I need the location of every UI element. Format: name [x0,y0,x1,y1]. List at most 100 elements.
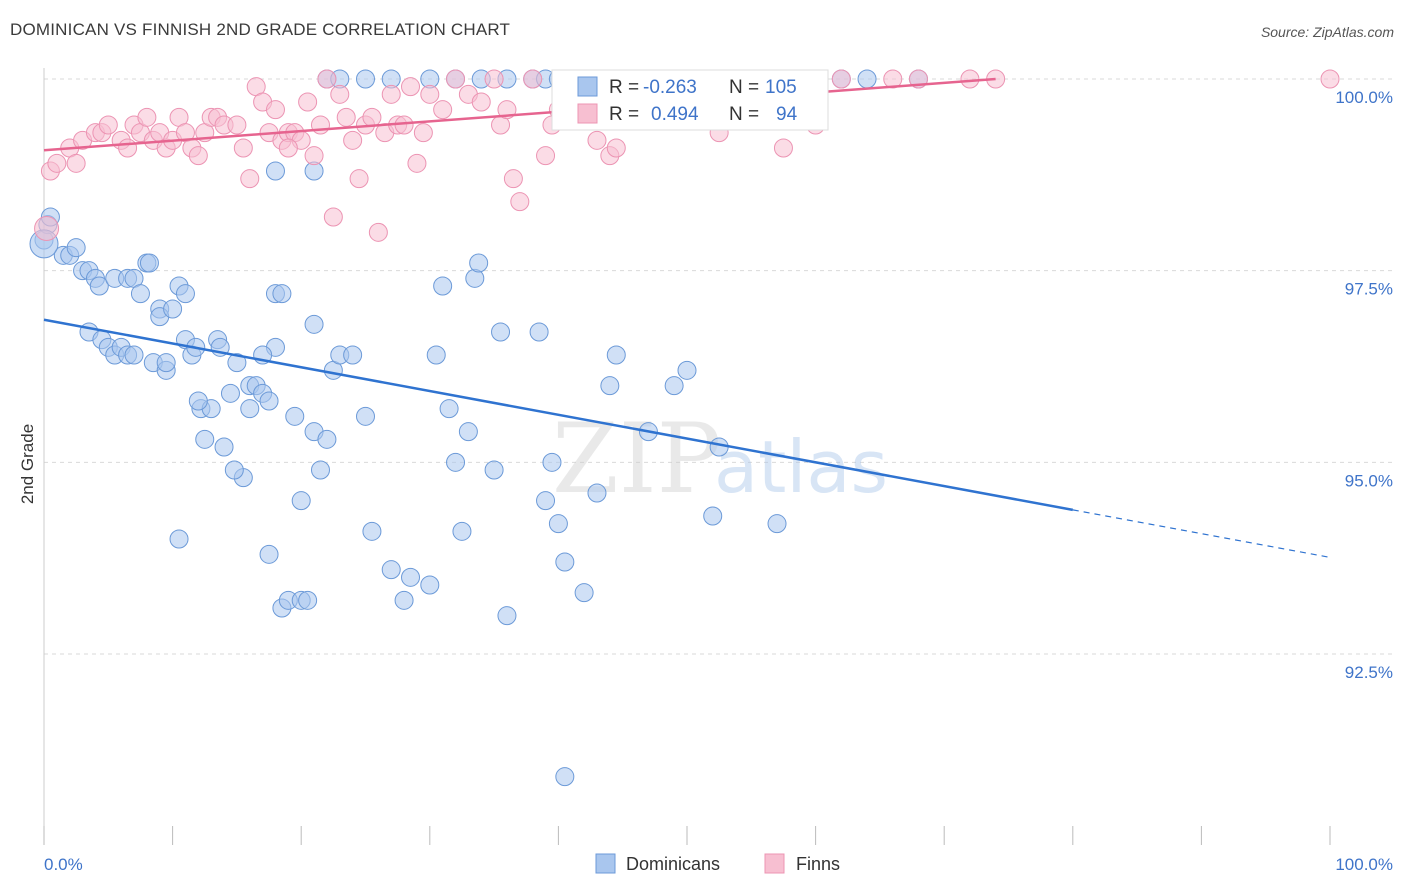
point-dominicans [446,452,466,472]
point-dominicans [362,521,382,541]
point-finns [278,138,298,158]
point-finns [484,69,504,89]
stats-swatch-finns [577,103,598,124]
x-tick-label-max: 100.0% [1335,855,1393,874]
legend-label-finns: Finns [796,854,840,874]
point-finns [381,84,401,104]
trendline-extension-dominicans [1072,509,1331,558]
point-dominicans [285,406,305,426]
point-dominicans [220,383,240,403]
point-finns [510,192,530,212]
y-axis-label: 2nd Grade [18,424,37,504]
y-tick-label: 100.0% [1335,88,1393,107]
point-finns [773,138,793,158]
point-dominicans [291,491,311,511]
trendlines [43,77,1331,558]
point-finns [47,153,67,173]
point-dominicans [214,437,234,457]
point-dominicans [163,299,183,319]
point-dominicans [188,391,208,411]
stats-box: R = -0.263 N = 105 R = 0.494 N = 94 [551,69,829,131]
point-finns [960,69,980,89]
point-dominicans [767,514,787,534]
y-tick-label: 92.5% [1345,663,1393,682]
source-label: Source: ZipAtlas.com [1260,24,1394,40]
y-tick-labels: 100.0% 97.5% 95.0% 92.5% [1335,88,1393,682]
point-dominicans [156,353,176,373]
point-dominicans [310,460,330,480]
watermark-zip: ZIP [552,403,721,515]
point-finns [298,92,318,112]
point-finns [606,138,626,158]
legend-swatch-dominicans [595,853,616,874]
point-finns [523,69,543,89]
trendline-finns [43,77,996,152]
point-dominicans [175,284,195,304]
point-finns [536,146,556,166]
legend-swatch-finns [764,853,785,874]
point-dominicans [227,353,247,373]
point-dominicans [420,575,440,595]
point-finns [265,100,285,120]
point-dominicans [356,69,375,89]
point-dominicans [89,276,109,296]
point-dominicans [536,491,556,511]
y-tick-label: 97.5% [1345,280,1393,299]
point-finns [831,69,851,89]
stats-r-label-dominicans: R = [609,77,639,98]
point-finns [446,69,466,89]
point-finns [407,153,427,173]
point-finns [587,130,607,150]
point-dominicans [703,506,723,526]
point-dominicans [343,345,363,365]
point-finns [227,115,247,135]
point-dominicans [259,544,279,564]
y-tick-label: 95.0% [1345,471,1393,490]
point-dominicans [272,284,292,304]
point-dominicans [66,238,86,258]
point-dominicans [555,552,575,572]
point-finns [471,92,491,112]
point-finns [330,84,350,104]
point-dominicans [240,399,260,419]
point-finns [413,123,433,143]
point-dominicans [356,406,375,426]
point-dominicans [195,429,215,449]
point-dominicans [426,345,446,365]
point-dominicans [401,567,421,587]
point-dominicans [542,452,562,472]
stats-n-label-finns: N = [729,104,759,125]
data-points [29,69,1340,787]
point-dominicans [433,276,453,296]
point-dominicans [529,322,549,342]
stats-r-value-dominicans: -0.263 [643,77,697,98]
stats-n-value-dominicans: 105 [765,77,797,98]
point-dominicans [709,437,729,457]
point-dominicans [484,460,504,480]
point-dominicans [677,360,697,380]
point-dominicans [317,429,337,449]
point-dominicans [574,583,594,603]
point-dominicans [548,514,568,534]
x-tick-label-min: 0.0% [44,855,83,874]
point-dominicans [606,345,626,365]
stats-r-label-finns: R = [609,104,639,125]
gridlines [44,78,1392,655]
axes [43,68,1331,845]
point-finns [304,146,324,166]
point-finns-large [34,216,60,241]
point-finns [66,153,86,173]
point-finns [343,130,363,150]
stats-n-label-dominicans: N = [729,77,759,98]
point-finns [317,69,337,89]
stats-n-value-finns: 94 [776,104,798,125]
point-finns [1320,69,1340,89]
point-dominicans [130,284,150,304]
point-dominicans [265,161,285,181]
point-finns [240,169,260,189]
legend: Dominicans Finns [595,853,840,874]
point-finns [137,107,157,127]
point-dominicans [298,590,318,610]
point-dominicans [497,606,517,626]
